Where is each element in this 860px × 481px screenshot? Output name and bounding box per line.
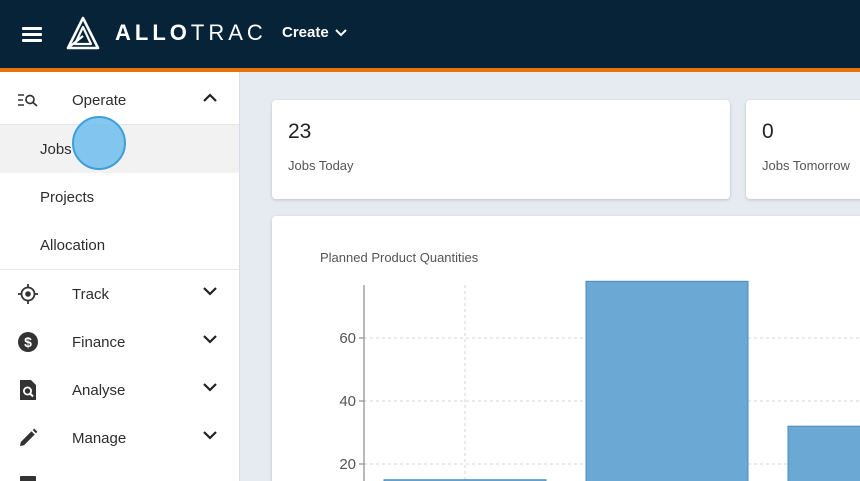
stat-value: 0 [762, 120, 774, 143]
dollar-circle-icon: $ [16, 332, 40, 352]
sidebar-item-label: Operate [72, 91, 127, 109]
sidebar-subitem-allocation[interactable]: Allocation [0, 221, 239, 269]
chart-card: Planned Product Quantities 20 40 60 [272, 216, 860, 481]
sidebar-subitem-label: Jobs [40, 140, 72, 158]
chevron-down-icon [203, 383, 217, 392]
sidebar-item-label: Manage [72, 429, 127, 447]
target-icon [16, 284, 40, 304]
file-icon [20, 476, 36, 481]
chevron-down-icon [203, 431, 217, 440]
analyse-icon [16, 380, 40, 400]
chevron-down-icon [203, 287, 217, 296]
bar [383, 479, 547, 481]
chevron-up-icon [203, 93, 217, 102]
sidebar-subitem-label: Allocation [40, 236, 106, 254]
svg-text:$: $ [24, 334, 32, 350]
sidebar-item-operate[interactable]: Operate [0, 76, 239, 124]
stat-label: Jobs Tomorrow [762, 158, 850, 173]
divider [0, 269, 239, 270]
sidebar-item-finance[interactable]: $ Finance [0, 318, 239, 366]
sidebar-subitem-label: Projects [40, 188, 95, 206]
bar-chart: 20 40 60 [339, 280, 860, 481]
y-tick-label: 60 [339, 330, 356, 347]
allotrac-logo[interactable]: ALLOTRAC [66, 16, 267, 50]
allotrac-logo-icon [66, 16, 100, 50]
stat-value: 23 [288, 120, 312, 143]
sidebar-subitem-projects[interactable]: Projects [0, 173, 239, 221]
chevron-down-icon [203, 335, 217, 344]
y-tick-label: 40 [339, 393, 356, 410]
logo-wordmark: ALLOTRAC [115, 20, 267, 45]
sidebar-item-label: Finance [72, 333, 126, 351]
chevron-down-icon [334, 28, 347, 36]
bar [787, 425, 860, 481]
header-accent-line [0, 68, 860, 72]
bar [585, 280, 749, 481]
stat-card-jobs-today[interactable]: 23 Jobs Today [272, 100, 730, 199]
create-menu-label: Create [282, 24, 329, 41]
create-menu-button[interactable]: Create [282, 24, 347, 41]
top-bar: ALLOTRAC Create [0, 0, 860, 68]
sidebar-item-track[interactable]: Track [0, 270, 239, 318]
sidebar-item-analyse[interactable]: Analyse [0, 366, 239, 414]
hamburger-menu-icon[interactable] [22, 27, 42, 42]
chart-title: Planned Product Quantities [320, 250, 479, 265]
y-tick-label: 20 [339, 456, 356, 473]
pencil-icon [16, 428, 40, 448]
sidebar-item-label: Track [72, 285, 109, 303]
sidebar-subitem-jobs[interactable]: Jobs [0, 125, 239, 173]
stat-label: Jobs Today [288, 158, 354, 173]
search-list-icon [16, 90, 40, 110]
sidebar-item-manage[interactable]: Manage [0, 414, 239, 462]
stat-card-jobs-tomorrow[interactable]: 0 Jobs Tomorrow [746, 100, 860, 199]
sidebar-item-label: Analyse [72, 381, 126, 399]
sidebar: Operate Jobs Projects Allocation Track $ [0, 72, 240, 481]
